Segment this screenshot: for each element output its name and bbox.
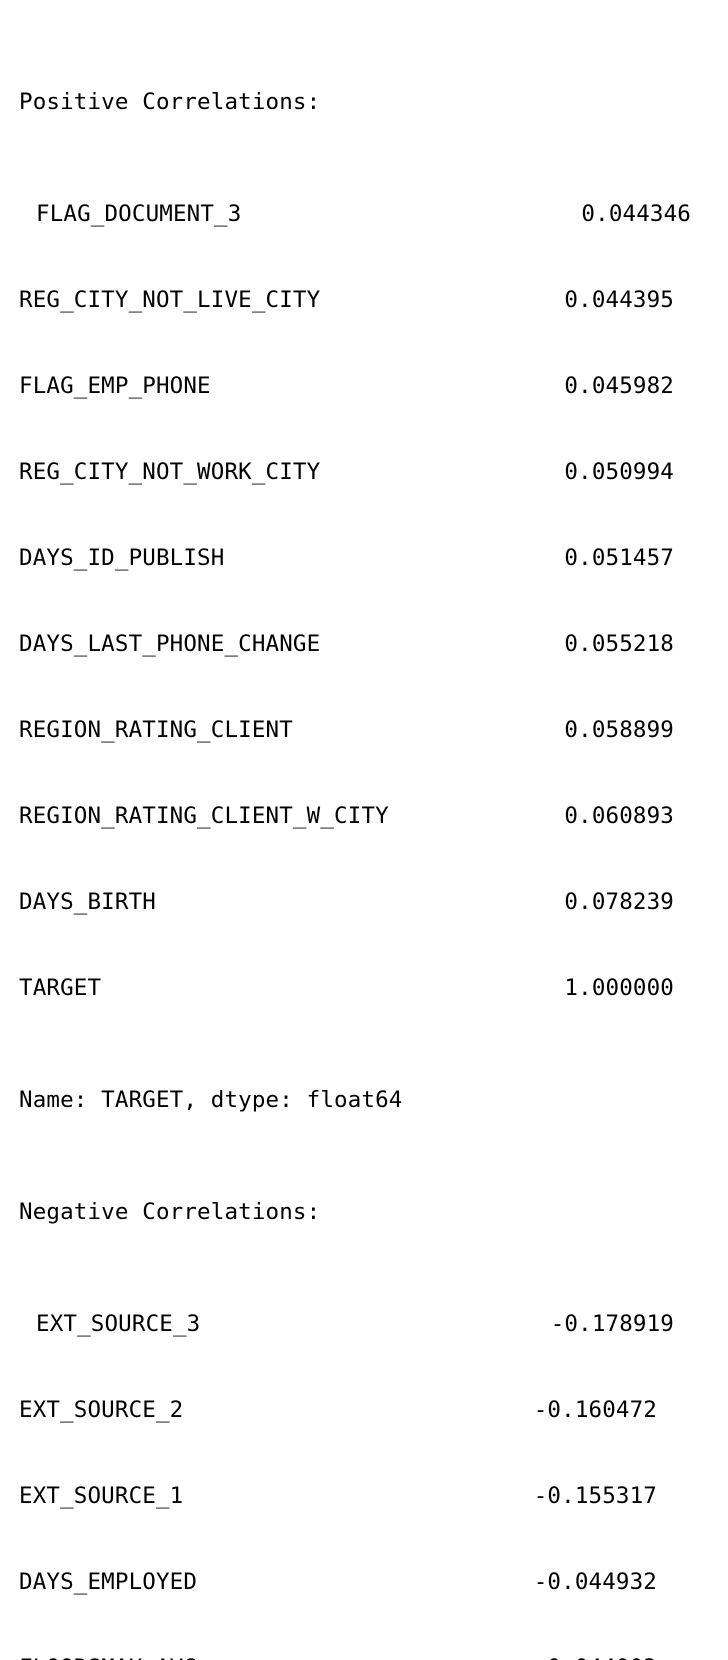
feature-name: EXT_SOURCE_2 (19, 1397, 184, 1423)
negative-row: EXT_SOURCE_2 -0.160472 (19, 1393, 719, 1427)
positive-series-footer: Name: TARGET, dtype: float64 (19, 1087, 403, 1113)
positive-row: REG_CITY_NOT_WORK_CITY 0.050994 (19, 455, 719, 489)
negative-row: EXT_SOURCE_1 -0.155317 (19, 1479, 719, 1513)
correlation-value: 0.044395 (564, 287, 674, 313)
feature-name: TARGET (19, 975, 102, 1001)
feature-name: FLOORSMAX_AVG (19, 1651, 197, 1660)
correlation-value: 0.055218 (564, 631, 674, 657)
feature-name: FLAG_EMP_PHONE (19, 373, 211, 399)
correlation-value: -0.178919 (550, 1311, 674, 1337)
positive-row: REGION_RATING_CLIENT_W_CITY 0.060893 (19, 799, 719, 833)
correlation-value: 0.058899 (564, 717, 674, 743)
feature-name: EXT_SOURCE_1 (19, 1483, 184, 1509)
feature-name: EXT_SOURCE_3 (36, 1311, 201, 1337)
positive-row: DAYS_BIRTH 0.078239 (19, 885, 719, 919)
positive-row: FLAG_EMP_PHONE 0.045982 (19, 369, 719, 403)
feature-name: REGION_RATING_CLIENT_W_CITY (19, 803, 389, 829)
positive-row: DAYS_LAST_PHONE_CHANGE 0.055218 (19, 627, 719, 661)
correlation-value: 0.078239 (564, 889, 674, 915)
negative-row: FLOORSMAX_AVG -0.044003 (19, 1651, 719, 1660)
correlation-value: -0.155317 (533, 1483, 657, 1509)
negative-row: EXT_SOURCE_3 -0.178919 (19, 1307, 719, 1341)
positive-correlations-header: Positive Correlations: (19, 89, 321, 115)
feature-name: DAYS_ID_PUBLISH (19, 545, 225, 571)
positive-row: DAYS_ID_PUBLISH 0.051457 (19, 541, 719, 575)
correlation-value: 0.050994 (564, 459, 674, 485)
correlation-value: -0.044932 (533, 1569, 657, 1595)
feature-name: REG_CITY_NOT_LIVE_CITY (19, 287, 321, 313)
correlation-value: 1.000000 (564, 975, 674, 1001)
feature-name: DAYS_BIRTH (19, 889, 156, 915)
negative-correlations-header: Negative Correlations: (19, 1199, 321, 1225)
positive-row: FLAG_DOCUMENT_3 0.044346 (19, 197, 719, 231)
feature-name: FLAG_DOCUMENT_3 (36, 201, 242, 227)
correlation-value: -0.044003 (534, 1651, 657, 1660)
feature-name: DAYS_EMPLOYED (19, 1569, 198, 1595)
positive-row: TARGET 1.000000 (19, 971, 719, 1005)
correlation-value: 0.044346 (581, 201, 691, 227)
correlation-value: 0.060893 (564, 803, 674, 829)
positive-row: REG_CITY_NOT_LIVE_CITY 0.044395 (19, 283, 719, 317)
positive-row: REGION_RATING_CLIENT 0.058899 (19, 713, 719, 747)
negative-row: DAYS_EMPLOYED -0.044932 (19, 1565, 719, 1599)
feature-name: DAYS_LAST_PHONE_CHANGE (19, 631, 321, 657)
feature-name: REG_CITY_NOT_WORK_CITY (19, 459, 321, 485)
notebook-output: Positive Correlations: FLAG_DOCUMENT_3 0… (19, 7, 719, 1660)
feature-name: REGION_RATING_CLIENT (19, 717, 293, 743)
correlation-value: -0.160472 (533, 1397, 657, 1423)
correlation-value: 0.045982 (564, 373, 674, 399)
correlation-value: 0.051457 (564, 545, 674, 571)
